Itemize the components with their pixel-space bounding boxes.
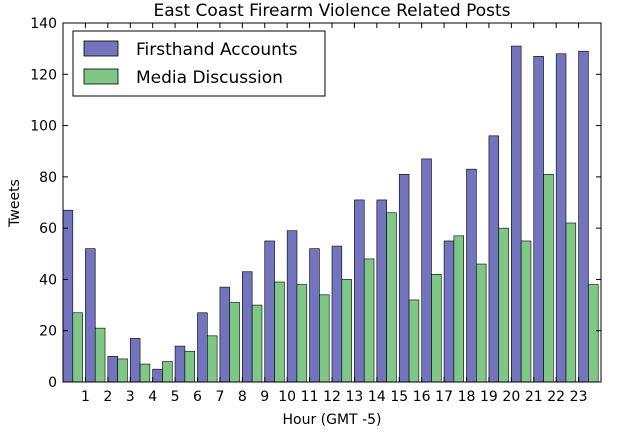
bar-media-21	[543, 173, 554, 383]
bar-media-14	[386, 212, 397, 383]
x-tick-label: 12	[323, 389, 341, 405]
bar-media-22	[565, 222, 577, 383]
bar-firsthand-19	[488, 135, 500, 383]
x-tick-label: 13	[346, 389, 364, 405]
bar-media-15	[408, 299, 420, 383]
x-tick-label: 11	[301, 389, 319, 405]
bar-media-8	[251, 304, 263, 383]
legend-swatch-media	[83, 68, 119, 85]
bar-firsthand-11	[309, 248, 320, 383]
y-axis-label: Tweets	[7, 179, 23, 228]
bar-media-16	[431, 273, 442, 383]
bar-firsthand-4	[152, 368, 163, 383]
legend: Firsthand Accounts Media Discussion	[72, 30, 326, 97]
x-tick-label: 2	[103, 389, 112, 405]
bar-media-1	[94, 327, 106, 383]
legend-label-media: Media Discussion	[136, 68, 283, 88]
bar-firsthand-7	[219, 286, 231, 383]
bar-firsthand-10	[286, 230, 298, 383]
bar-media-2	[117, 358, 128, 383]
x-tick-label: 20	[502, 389, 520, 405]
chart-title: East Coast Firearm Violence Related Post…	[153, 1, 510, 21]
x-tick-label: 8	[238, 389, 247, 405]
bar-firsthand-2	[107, 356, 118, 383]
bar-firsthand-12	[331, 245, 343, 383]
bar-firsthand-23	[578, 50, 589, 383]
x-tick-label: 10	[278, 389, 296, 405]
y-tick-label: 40	[39, 272, 57, 288]
x-tick-label: 7	[215, 389, 224, 405]
x-tick-label: 6	[193, 389, 202, 405]
bar-media-3	[139, 363, 151, 383]
bar-firsthand-3	[129, 338, 141, 383]
x-tick-label: 23	[570, 389, 588, 405]
bar-firsthand-22	[555, 53, 567, 383]
x-tick-label: 3	[126, 389, 135, 405]
x-tick-label: 17	[435, 389, 453, 405]
y-tick-label: 140	[30, 16, 57, 32]
bar-media-5	[184, 350, 195, 383]
bar-media-12	[341, 279, 352, 383]
bar-media-10	[296, 284, 308, 383]
y-axis: 0 20 40 60 80 100 120 140	[30, 16, 601, 391]
x-tick-label: 4	[148, 389, 157, 405]
bar-media-0	[72, 312, 83, 383]
bar-media-19	[498, 227, 509, 383]
x-tick-label: 21	[525, 389, 543, 405]
bar-media-18	[476, 263, 487, 383]
bar-firsthand-18	[466, 168, 477, 383]
y-tick-label: 120	[30, 67, 57, 83]
bar-media-6	[207, 335, 218, 383]
bar-media-4	[162, 361, 173, 383]
x-tick-label: 15	[390, 389, 408, 405]
bar-media-20	[520, 240, 532, 383]
x-tick-label: 5	[171, 389, 180, 405]
bar-firsthand-17	[443, 240, 455, 383]
x-tick-label: 9	[260, 389, 269, 405]
y-tick-label: 0	[48, 375, 57, 391]
bar-media-23	[588, 284, 599, 383]
x-tick-label: 22	[547, 389, 565, 405]
x-tick-label: 14	[368, 389, 386, 405]
x-tick-label: 1	[81, 389, 90, 405]
bar-media-7	[229, 302, 240, 383]
bar-firsthand-14	[376, 199, 387, 383]
bar-firsthand-20	[511, 45, 522, 383]
bar-firsthand-6	[197, 312, 208, 383]
bar-firsthand-8	[242, 271, 253, 383]
bar-firsthand-9	[264, 240, 275, 383]
x-tick-label: 18	[458, 389, 476, 405]
bar-firsthand-0	[62, 209, 74, 383]
plot-area	[62, 45, 599, 383]
bar-firsthand-16	[421, 158, 432, 383]
x-axis-label: Hour (GMT -5)	[283, 412, 382, 428]
bar-media-13	[363, 258, 375, 383]
bar-media-17	[453, 235, 465, 383]
x-tick-label: 19	[480, 389, 498, 405]
bar-media-11	[319, 294, 330, 383]
bar-firsthand-21	[533, 56, 544, 383]
x-axis: 1 2 3 4 5 6 7 8 9 10 11 12 13 14 15 16 17 18 19 20 21 22 23	[81, 23, 588, 405]
legend-swatch-firsthand	[83, 40, 119, 57]
bar-firsthand-5	[174, 345, 186, 383]
bar-firsthand-1	[85, 248, 96, 383]
bar-media-9	[274, 281, 285, 383]
bar-firsthand-15	[398, 173, 410, 383]
x-tick-label: 16	[413, 389, 431, 405]
legend-label-firsthand: Firsthand Accounts	[136, 40, 298, 60]
y-tick-label: 60	[39, 221, 57, 237]
y-tick-label: 100	[30, 119, 57, 135]
y-tick-label: 80	[39, 170, 57, 186]
bar-firsthand-13	[354, 199, 365, 383]
y-tick-label: 20	[39, 324, 57, 340]
